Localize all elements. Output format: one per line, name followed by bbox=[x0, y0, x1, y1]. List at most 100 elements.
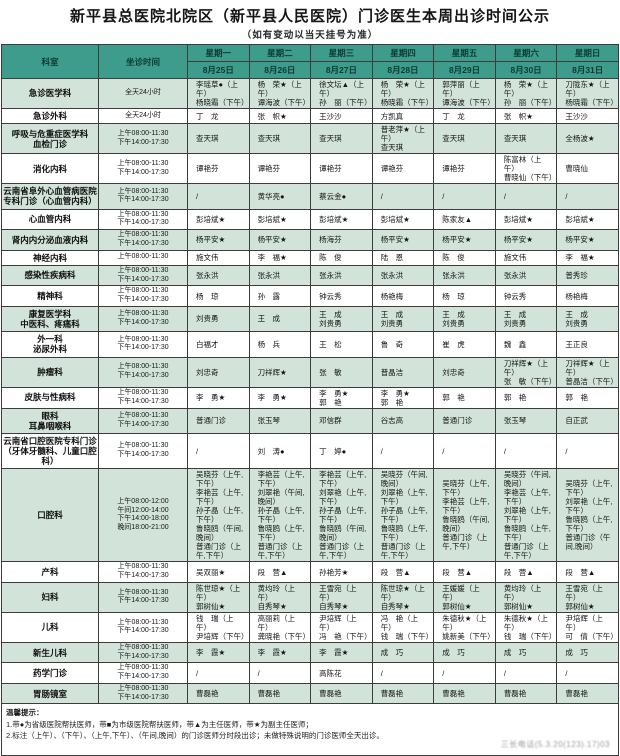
schedule-cell: 陈 俊 bbox=[310, 249, 373, 266]
schedule-cell: / bbox=[371, 432, 435, 470]
table-row: 儿科 上午08:00-11:30 下午14:00-17:30 钱 瑞（上午） 尹培辉… bbox=[1, 611, 619, 643]
day-header-1: 星期一 bbox=[187, 44, 250, 62]
dept-cell: 胃肠镜室 bbox=[1, 682, 99, 705]
time-cell: 上午08:00-11:30 下午14:00-17:30 bbox=[98, 682, 188, 705]
table-row: 消化内科 上午08:00-11:30 下午14:00-17:30 谭艳芬 谭艳芬 谭艳芬… bbox=[1, 153, 619, 185]
dept-cell: 肿瘤科 bbox=[1, 356, 99, 388]
table-row: 神经内科 上午08:00-11:30 施文伟李 福★ 陈 俊陆 恩陈 俊施文伟李 福★ bbox=[1, 249, 619, 266]
schedule-cell: 王 松 bbox=[310, 331, 373, 358]
schedule-cell: / bbox=[371, 662, 435, 684]
schedule-cell: 朱德秋★（上午） 姚新美（下午） bbox=[433, 611, 496, 643]
time-cell: 全天24小时 bbox=[98, 107, 188, 125]
schedule-cell: / bbox=[433, 662, 496, 684]
schedule-cell: 方凯真 bbox=[371, 107, 435, 125]
schedule-cell: 陆 恩 bbox=[371, 249, 435, 266]
schedule-cell: 陈家友▲ bbox=[433, 208, 496, 231]
schedule-cell: 李 霞★ bbox=[187, 641, 250, 664]
schedule-cell: 吴晓芬（午间,晚间） 刘翠艳（上午,下午） 孙子晶（上午,下午） 鲁晓鸥（上午,… bbox=[371, 468, 435, 563]
schedule-cell: 张永洪 bbox=[310, 264, 373, 287]
schedule-cell: 张玉琴 bbox=[248, 407, 312, 434]
day-header-7: 星期日 bbox=[556, 44, 619, 62]
schedule-table: 科室 坐诊时间 星期一 星期二 星期三 星期四 星期五 星期六 星期日 8月25日 8月26日… bbox=[1, 44, 619, 756]
table-row: 云南省口腔医院专科门诊 （牙体牙髓科、儿童口腔科） 上午08:00-11:30 下… bbox=[1, 432, 619, 470]
page-title: 新平县总医院北院区（新平县人民医院）门诊医生本周出诊时间公示 bbox=[69, 8, 550, 25]
table-row: 产科 上午08:00-11:30 下午14:00-17:30 吴双丽★ 段 营▲ 孙艳芳… bbox=[1, 561, 619, 583]
schedule-cell: 王 成 bbox=[248, 305, 312, 333]
schedule-cell: 张永洪 bbox=[371, 264, 435, 287]
time-cell: 上午08:00-11:30 下午14:00-17:30 bbox=[98, 229, 188, 251]
schedule-cell: 刘忠奇 bbox=[187, 356, 250, 388]
schedule-cell: 李 福★ bbox=[248, 249, 312, 266]
time-cell: 上午08:00-11:30 下午14:00-17:30 bbox=[98, 285, 188, 307]
dept-cell: 感染性疾病科 bbox=[1, 264, 99, 287]
time-cell: 上午08:00-11:30 下午14:00-17:30 bbox=[98, 183, 188, 210]
schedule-cell: 段 营▲ bbox=[433, 561, 496, 583]
schedule-cell: 成 巧 bbox=[556, 641, 619, 664]
table-row: 皮肤与性病科 上午08:00-11:30 下午14:00-17:30 李 勇★ 李 勇… bbox=[1, 386, 619, 409]
table-row: 心血管内科 上午08:00-11:30 下午14:00-17:30 彭培斌★ 彭培斌★… bbox=[1, 208, 619, 231]
schedule-cell: 钱 瑞（上午） 尹培辉（下午） bbox=[187, 611, 250, 643]
time-cell: 上午08:00-11:30 下午14:00-17:30 bbox=[98, 432, 188, 470]
schedule-cell: 普晶洁 bbox=[371, 356, 435, 388]
schedule-cell: 曹磊艳 bbox=[248, 682, 312, 705]
table-row: 外一科 泌尿外科 上午08:00-11:30 下午14:00-17:30 白福才杨 … bbox=[1, 331, 619, 358]
table-row: 云南省阜外心血管病医院 专科门诊（心血管内科） 上午08:00-11:30 下午1… bbox=[1, 183, 619, 210]
dept-cell: 康复医学科 中医科、疼痛科 bbox=[1, 305, 99, 333]
date-header-2: 8月26日 bbox=[248, 61, 312, 79]
schedule-cell: 彭培斌★ bbox=[494, 208, 558, 231]
schedule-cell: 段 营▲ bbox=[371, 561, 435, 583]
schedule-cell: 杨平安★ bbox=[248, 229, 312, 251]
day-header-2: 星期二 bbox=[248, 44, 312, 62]
schedule-cell: 王 成 刘贵勇 bbox=[310, 305, 373, 333]
schedule-cell: 王 成 刘贵勇 bbox=[371, 305, 435, 333]
schedule-cell: 曹磊艳 bbox=[433, 682, 496, 705]
schedule-cell: 王雪宛（上午） 自秀琴★ bbox=[310, 581, 373, 613]
schedule-cell: 查天琪 bbox=[248, 123, 312, 155]
schedule-cell: 李瑶草●（上午） 杨晓霜（下午） bbox=[187, 78, 250, 109]
table-row: 康复医学科 中医科、疼痛科 上午08:00-11:30 下午14:00-17:30… bbox=[1, 305, 619, 333]
time-cell: 上午08:00-11:30 下午14:00-17:30 bbox=[98, 611, 188, 643]
table-header: 科室 坐诊时间 星期一 星期二 星期三 星期四 星期五 星期六 星期日 8月25日 8月26日… bbox=[1, 44, 619, 79]
schedule-cell: 杨艳梅 bbox=[556, 285, 619, 307]
time-cell: 上午08:00-11:30 下午14:00-17:30 bbox=[98, 407, 188, 434]
date-header-7: 8月31日 bbox=[556, 61, 619, 79]
schedule-cell: 彭培斌★ bbox=[310, 208, 373, 231]
schedule-cell: 刀祥辉★（上午） 普晶洁（下午） bbox=[556, 356, 619, 388]
dept-cell: 药学门诊 bbox=[1, 662, 99, 684]
date-header-1: 8月25日 bbox=[187, 61, 250, 79]
schedule-cell: 成 巧 bbox=[371, 641, 435, 664]
schedule-cell: 钟云秀 bbox=[494, 285, 558, 307]
time-cell: 上午08:00-12:00 午间12:00-14:00 下午14:00-18:0… bbox=[98, 468, 188, 563]
schedule-cell: 魏 鑫 bbox=[494, 331, 558, 358]
schedule-cell: / bbox=[556, 183, 619, 210]
time-cell: 上午08:00-11:30 下午14:00-17:30 bbox=[98, 356, 188, 388]
schedule-cell: 吴晓芬（上午,下午） 李艳芸（上午,下午） 鲁晓鸥（午间,晚间） 普通门诊（上午… bbox=[433, 468, 496, 563]
dept-cell: 产科 bbox=[1, 561, 99, 583]
schedule-cell: 鲁 奇 bbox=[371, 331, 435, 358]
schedule-cell: 王正良 bbox=[556, 331, 619, 358]
table-row: 呼吸与危重症医学科 血检门诊 上午08:00-11:30 下午14:00-17:3… bbox=[1, 123, 619, 155]
dept-cell: 肾内内分泌血液内科 bbox=[1, 229, 99, 251]
schedule-cell: 陈世琼★（上午） 郭树仙★ bbox=[187, 581, 250, 613]
schedule-cell: 王 成 刘贵勇 bbox=[494, 305, 558, 333]
time-cell: 上午08:00-11:30 下午14:00-17:30 bbox=[98, 264, 188, 287]
dept-cell: 云南省口腔医院专科门诊 （牙体牙髓科、儿童口腔科） bbox=[1, 432, 99, 470]
schedule-cell: 张玉琴 bbox=[494, 407, 558, 434]
schedule-cell: / bbox=[433, 432, 496, 470]
schedule-cell: 杨 荣★（上午） 孙 丽（下午） bbox=[494, 78, 558, 109]
schedule-cell: 全杨波★ bbox=[556, 123, 619, 155]
time-cell: 上午08:00-11:30 下午14:00-17:30 bbox=[98, 331, 188, 358]
dept-cell: 口腔科 bbox=[1, 468, 99, 563]
dept-cell: 神经内科 bbox=[1, 249, 99, 266]
schedule-cell: 吴晓芬（午间,晚间） 李艳芸（上午,下午） 刘翠艳（上午,下午） 鲁晓鸥（上午,… bbox=[494, 468, 558, 563]
schedule-cell: 谭艳芬 bbox=[371, 153, 435, 185]
schedule-cell: 刘贵勇 bbox=[187, 305, 250, 333]
schedule-cell: 刀祥辉★（上午） 张 敏（下午） bbox=[494, 356, 558, 388]
table-row: 眼科 耳鼻咽喉科 上午08:00-11:30 下午14:00-17:30 普通门诊张… bbox=[1, 407, 619, 434]
time-cell: 上午08:00-11:30 下午14:00-17:30 bbox=[98, 581, 188, 613]
schedule-cell: 杨 荣★（上午） 谭海波（下午） bbox=[248, 78, 312, 109]
schedule-cell: 张 帜★ bbox=[248, 107, 312, 125]
schedule-cell: 普秀珍 bbox=[556, 264, 619, 287]
schedule-cell: 高陈花 bbox=[310, 662, 373, 684]
table-row: 妇科 上午08:00-11:30 下午14:00-17:30 陈世琼★（上午） 郭树… bbox=[1, 581, 619, 613]
